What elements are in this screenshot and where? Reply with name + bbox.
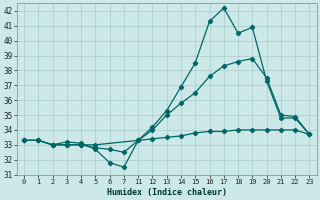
X-axis label: Humidex (Indice chaleur): Humidex (Indice chaleur)	[107, 188, 227, 197]
